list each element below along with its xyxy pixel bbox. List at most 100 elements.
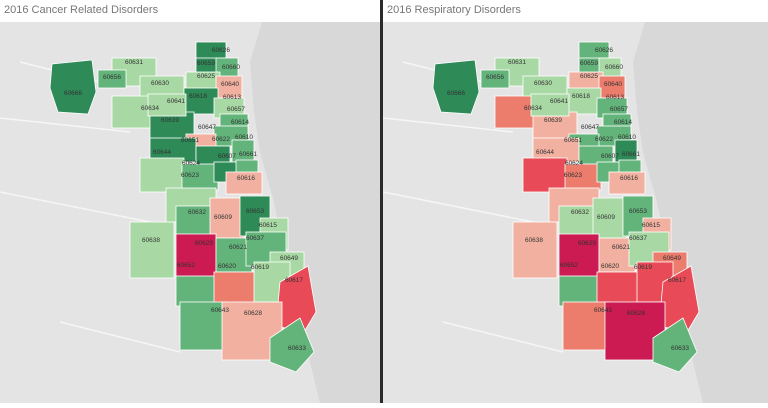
zip-label-60609: 60609 bbox=[214, 214, 232, 221]
zip-label-60617: 60617 bbox=[285, 277, 303, 284]
zip-label-60640: 60640 bbox=[221, 81, 239, 88]
zip-label-60617: 60617 bbox=[668, 277, 686, 284]
zip-label-60628: 60628 bbox=[244, 310, 262, 317]
zip-label-60641: 60641 bbox=[550, 98, 568, 105]
zip-label-60624: 60624 bbox=[182, 160, 200, 167]
panel-title-cancer: 2016 Cancer Related Disorders bbox=[4, 4, 159, 16]
zip-label-60637: 60637 bbox=[246, 235, 264, 242]
zip-region-60618[interactable] bbox=[566, 87, 602, 115]
zip-label-60659: 60659 bbox=[197, 60, 215, 67]
zip-label-60624: 60624 bbox=[565, 160, 583, 167]
zip-label-60659: 60659 bbox=[580, 60, 598, 67]
zip-label-60626: 60626 bbox=[212, 47, 230, 54]
zip-label-60620: 60620 bbox=[601, 263, 619, 270]
zip-region-60629[interactable] bbox=[175, 233, 217, 279]
zip-label-60610: 60610 bbox=[235, 134, 253, 141]
cancer-map-panel: 2016 Cancer Related Disorders 60666 60631… bbox=[0, 0, 380, 403]
zip-label-60622: 60622 bbox=[212, 136, 230, 143]
zip-label-60639: 60639 bbox=[544, 117, 562, 124]
zip-label-60638: 60638 bbox=[142, 237, 160, 244]
zip-label-60615: 60615 bbox=[642, 222, 660, 229]
zip-label-60626: 60626 bbox=[595, 47, 613, 54]
respiratory-map-svg[interactable]: 60666 60631 60656 60630 60626 60659 60660 60625… bbox=[382, 22, 768, 403]
zip-region-60652[interactable] bbox=[175, 275, 221, 307]
zip-label-60651: 60651 bbox=[564, 137, 582, 144]
zip-region-60609[interactable] bbox=[209, 197, 245, 239]
zip-label-60607: 60607 bbox=[218, 153, 236, 160]
zip-label-60652: 60652 bbox=[560, 262, 578, 269]
zip-label-60618: 60618 bbox=[189, 93, 207, 100]
road-line bbox=[442, 321, 564, 353]
zip-label-60644: 60644 bbox=[153, 149, 171, 156]
zip-label-60609: 60609 bbox=[597, 214, 615, 221]
zip-label-60644: 60644 bbox=[536, 149, 554, 156]
zip-label-60610: 60610 bbox=[618, 134, 636, 141]
zip-label-60616: 60616 bbox=[237, 175, 255, 182]
zip-label-60643: 60643 bbox=[211, 307, 229, 314]
zip-label-60628: 60628 bbox=[627, 310, 645, 317]
zip-label-60656: 60656 bbox=[486, 74, 504, 81]
zip-label-60653: 60653 bbox=[629, 208, 647, 215]
zip-region-60609[interactable] bbox=[592, 197, 628, 239]
zip-region-60656[interactable] bbox=[97, 69, 127, 89]
cancer-map-svg[interactable]: 60666 60631 60656 60630 60626 60659 60660 60625… bbox=[0, 22, 380, 403]
zip-label-60625: 60625 bbox=[197, 73, 215, 80]
zip-label-60632: 60632 bbox=[571, 209, 589, 216]
zip-region-60638[interactable] bbox=[512, 221, 558, 279]
zip-label-60613: 60613 bbox=[606, 94, 624, 101]
zip-label-60666: 60666 bbox=[447, 90, 465, 97]
respiratory-map[interactable]: 60666 60631 60656 60630 60626 60659 60660 60625… bbox=[382, 22, 768, 403]
zip-label-60647: 60647 bbox=[581, 124, 599, 131]
zip-label-60657: 60657 bbox=[610, 106, 628, 113]
zip-region-60656[interactable] bbox=[480, 69, 510, 89]
zip-label-60634: 60634 bbox=[524, 105, 542, 112]
zip-label-60661: 60661 bbox=[622, 151, 640, 158]
zip-region-60618[interactable] bbox=[183, 87, 219, 115]
zip-region-60643[interactable] bbox=[179, 301, 227, 351]
zip-label-60634: 60634 bbox=[141, 105, 159, 112]
panel-divider bbox=[380, 0, 383, 403]
zip-label-60623: 60623 bbox=[564, 172, 582, 179]
zip-label-60660: 60660 bbox=[222, 64, 240, 71]
zip-region-60644[interactable] bbox=[522, 157, 568, 193]
zip-label-60633: 60633 bbox=[288, 345, 306, 352]
zip-label-60629: 60629 bbox=[578, 240, 596, 247]
zip-label-60652: 60652 bbox=[177, 262, 195, 269]
zip-label-60657: 60657 bbox=[227, 106, 245, 113]
zip-label-60620: 60620 bbox=[218, 263, 236, 270]
zip-region-60616[interactable] bbox=[608, 171, 646, 195]
zip-label-60641: 60641 bbox=[167, 98, 185, 105]
zip-region-60616[interactable] bbox=[225, 171, 263, 195]
zip-label-60660: 60660 bbox=[605, 64, 623, 71]
zip-region-60633[interactable] bbox=[652, 317, 698, 373]
zip-label-60613: 60613 bbox=[223, 94, 241, 101]
cancer-map[interactable]: 60666 60631 60656 60630 60626 60659 60660 60625… bbox=[0, 22, 380, 403]
zip-label-60656: 60656 bbox=[103, 74, 121, 81]
zip-label-60637: 60637 bbox=[629, 235, 647, 242]
zip-region-60644[interactable] bbox=[139, 157, 185, 193]
zip-label-60614: 60614 bbox=[614, 119, 632, 126]
lake-michigan bbox=[250, 22, 380, 403]
zip-label-60614: 60614 bbox=[231, 119, 249, 126]
zip-region-60666[interactable] bbox=[49, 59, 97, 115]
zip-label-60639: 60639 bbox=[161, 117, 179, 124]
zip-region-60629[interactable] bbox=[558, 233, 600, 279]
zip-region-60633[interactable] bbox=[269, 317, 315, 373]
lake-michigan bbox=[633, 22, 768, 403]
zip-label-60621: 60621 bbox=[612, 244, 630, 251]
zip-label-60653: 60653 bbox=[246, 208, 264, 215]
zip-label-60629: 60629 bbox=[195, 240, 213, 247]
zip-region-60652[interactable] bbox=[558, 275, 604, 307]
zip-region-60641[interactable] bbox=[147, 93, 187, 117]
zip-region-60638[interactable] bbox=[129, 221, 175, 279]
zip-label-60632: 60632 bbox=[188, 209, 206, 216]
zip-region-60643[interactable] bbox=[562, 301, 610, 351]
zip-region-60666[interactable] bbox=[432, 59, 480, 115]
zip-label-60615: 60615 bbox=[259, 222, 277, 229]
zip-label-60618: 60618 bbox=[572, 93, 590, 100]
road-line bbox=[0, 117, 131, 133]
zip-region-60641[interactable] bbox=[530, 93, 570, 117]
zip-label-60622: 60622 bbox=[595, 136, 613, 143]
zip-label-60623: 60623 bbox=[181, 172, 199, 179]
zip-label-60625: 60625 bbox=[580, 73, 598, 80]
